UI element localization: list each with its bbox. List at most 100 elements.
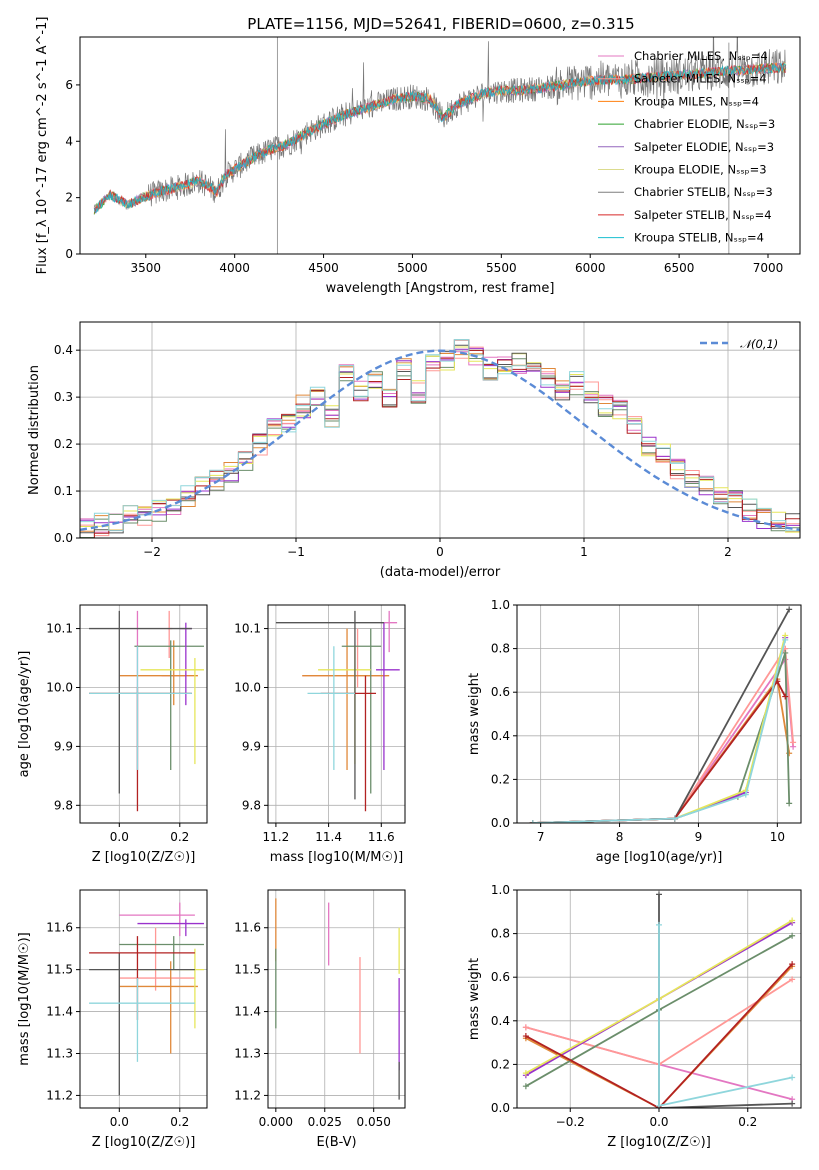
massweight-vs-Z-ytick-label: 0.2 <box>491 1057 510 1071</box>
massweight-vs-age-ytick-label: 0.8 <box>491 642 510 656</box>
massweight-vs-age-ytick-label: 0.0 <box>491 816 510 830</box>
massweight-vs-Z-xtick-label: 0.0 <box>649 1115 668 1129</box>
age-vs-mass-ytick-label: 10.1 <box>234 622 261 636</box>
mass-weight-line <box>525 963 793 1108</box>
residuals-xtick-label: 1 <box>580 545 588 559</box>
spectrum-ytick-label: 4 <box>65 134 73 148</box>
massweight-vs-age-xtick-label: 9 <box>695 830 703 844</box>
mass-weight-marker <box>522 1083 529 1090</box>
age-vs-mass-xtick-label: 11.2 <box>263 830 290 844</box>
mass-vs-EBV-xtick-label: 0.000 <box>259 1115 293 1129</box>
spectrum-panel: 3500 4000 4500 5000 5500 6000 6500 7000 0 2 4 6 wave… <box>35 17 801 296</box>
spectrum-xtick-label: 4500 <box>308 261 339 275</box>
massweight-vs-age-xtick-label: 8 <box>616 830 624 844</box>
mass-weight-marker <box>789 961 796 968</box>
age-vs-Z-xtick-label: 0.0 <box>110 830 129 844</box>
spectrum-xtick-label: 4000 <box>219 261 250 275</box>
residual-histogram <box>80 339 800 538</box>
spectrum-ytick-label: 6 <box>65 78 73 92</box>
mass-vs-Z-plot-area <box>89 902 204 1096</box>
age-vs-Z-ylabel: age [log10(age/yr)] <box>17 651 32 778</box>
spectrum-ytick-label: 2 <box>65 191 73 205</box>
age-vs-Z-frame <box>79 604 208 824</box>
massweight-vs-Z-ytick-label: 0.4 <box>491 1014 510 1028</box>
spectrum-ytick-label: 0 <box>65 247 73 261</box>
mass-weight-marker <box>522 1033 529 1040</box>
mass-vs-EBV-frame <box>267 889 406 1109</box>
mass-vs-Z-panel: 0.0 0.2 11.2 11.3 11.4 11.5 11.6 Z [log10(Z/Z☉)… <box>17 889 208 1150</box>
residuals-frame <box>79 321 801 539</box>
age-vs-mass-panel: 11.2 11.4 11.6 9.8 9.9 10.0 10.1 mass [log10(M/… <box>234 604 406 865</box>
mass-weight-marker <box>789 976 796 983</box>
age-vs-Z-ytick-label: 9.8 <box>54 798 73 812</box>
legend-label: Salpeter MILES, Nₛₛₚ=4 <box>634 72 767 86</box>
mass-vs-Z-ytick-label: 11.5 <box>46 963 73 977</box>
mass-vs-EBV-ytick-label: 11.2 <box>234 1088 261 1102</box>
mass-vs-Z-ytick-label: 11.4 <box>46 1005 73 1019</box>
mass-weight-marker <box>522 1024 529 1031</box>
legend-label: Chabrier ELODIE, Nₛₛₚ=3 <box>634 117 775 131</box>
legend-label: Chabrier STELIB, Nₛₛₚ=3 <box>634 185 773 199</box>
residuals-ylabel: Normed distribution <box>27 365 42 495</box>
massweight-vs-age-ytick-label: 1.0 <box>491 598 510 612</box>
mass-weight-marker <box>786 606 793 613</box>
age-vs-Z-xlabel: Z [log10(Z/Z☉)] <box>92 850 196 865</box>
mass-weight-marker <box>529 820 536 823</box>
age-vs-mass-ytick-label: 9.8 <box>242 798 261 812</box>
spectrum-ylabel: Flux [f_λ 10^-17 erg cm^-2 s^-1 A^-1] <box>35 17 50 275</box>
mass-weight-marker <box>789 917 796 924</box>
massweight-vs-age-frame <box>516 604 802 824</box>
legend-label: Kroupa MILES, Nₛₛₚ=4 <box>634 94 759 108</box>
spectrum-xtick-label: 5500 <box>486 261 517 275</box>
massweight-vs-age-xlabel: age [log10(age/yr)] <box>596 850 723 865</box>
mass-weight-marker <box>671 815 678 822</box>
mass-weight-marker <box>789 932 796 939</box>
age-vs-Z-xtick-label: 0.2 <box>170 830 189 844</box>
age-vs-Z-panel: 0.0 0.2 9.8 9.9 10.0 10.1 Z [log10(Z/Z☉)] age [… <box>17 604 208 865</box>
mass-vs-Z-frame <box>79 889 208 1109</box>
massweight-vs-Z-xtick-label: −0.2 <box>556 1115 585 1129</box>
normal-distribution-curve <box>80 349 800 531</box>
mass-weight-marker <box>790 739 797 746</box>
age-vs-Z-plot-area <box>89 610 204 812</box>
mass-weight-line <box>658 894 793 1108</box>
mass-weight-marker <box>786 800 793 807</box>
residuals-xtick-label: 2 <box>724 545 732 559</box>
massweight-vs-Z-ytick-label: 0.0 <box>491 1101 510 1115</box>
mass-vs-Z-ylabel: mass [log10(M/M☉)] <box>17 932 32 1065</box>
residuals-ytick-label: 0.3 <box>54 390 73 404</box>
spectrum-model-line <box>93 62 786 214</box>
massweight-vs-Z-xtick-label: 0.2 <box>738 1115 757 1129</box>
spectrum-xtick-label: 5000 <box>397 261 428 275</box>
age-vs-Z-ytick-label: 10.1 <box>46 622 73 636</box>
mass-vs-EBV-ytick-label: 11.5 <box>234 963 261 977</box>
spectrum-xtick-label: 6000 <box>575 261 606 275</box>
figure-title: PLATE=1156, MJD=52641, FIBERID=0600, z=0… <box>247 15 634 33</box>
legend-label: Chabrier MILES, Nₛₛₚ=4 <box>634 49 768 63</box>
massweight-vs-Z-ytick-label: 1.0 <box>491 883 510 897</box>
age-vs-mass-xtick-label: 11.4 <box>315 830 342 844</box>
age-vs-Z-ytick-label: 10.0 <box>46 680 73 694</box>
residuals-panel: −2 −1 0 1 2 0.0 0.1 0.2 0.3 0.4 (data-model)/error… <box>27 321 801 580</box>
massweight-vs-Z-ylabel: mass weight <box>467 958 482 1040</box>
panels: 3500 4000 4500 5000 5500 6000 6500 7000 0 2 4 6 wave… <box>17 17 802 1150</box>
mass-weight-marker <box>656 921 662 928</box>
massweight-vs-Z-frame <box>516 889 802 1109</box>
spectrum-xtick-label: 7000 <box>753 261 784 275</box>
mass-weight-line <box>532 656 794 823</box>
residuals-ytick-label: 0.4 <box>54 343 73 357</box>
massweight-vs-age-xtick-label: 7 <box>537 830 545 844</box>
massweight-vs-age-panel: 7 8 9 10 0.0 0.2 0.4 0.6 0.8 1.0 age [log10(age/yr… <box>467 598 802 865</box>
spectrum-xtick-label: 6500 <box>664 261 695 275</box>
legend-label: 𝒩(0,1) <box>740 337 778 351</box>
massweight-vs-Z-plot-area <box>522 891 796 1108</box>
mass-vs-Z-xtick-label: 0.0 <box>110 1115 129 1129</box>
mass-weight-marker <box>782 636 789 643</box>
legend-label: Kroupa ELODIE, Nₛₛₚ=3 <box>634 163 767 177</box>
mass-weight-line <box>532 679 786 823</box>
mass-vs-EBV-plot-area <box>275 898 400 1100</box>
mass-vs-EBV-ytick-label: 11.4 <box>234 1005 261 1019</box>
residuals-xtick-label: −2 <box>143 545 161 559</box>
age-vs-Z-ytick-label: 9.9 <box>54 739 73 753</box>
mass-weight-marker <box>782 693 789 700</box>
